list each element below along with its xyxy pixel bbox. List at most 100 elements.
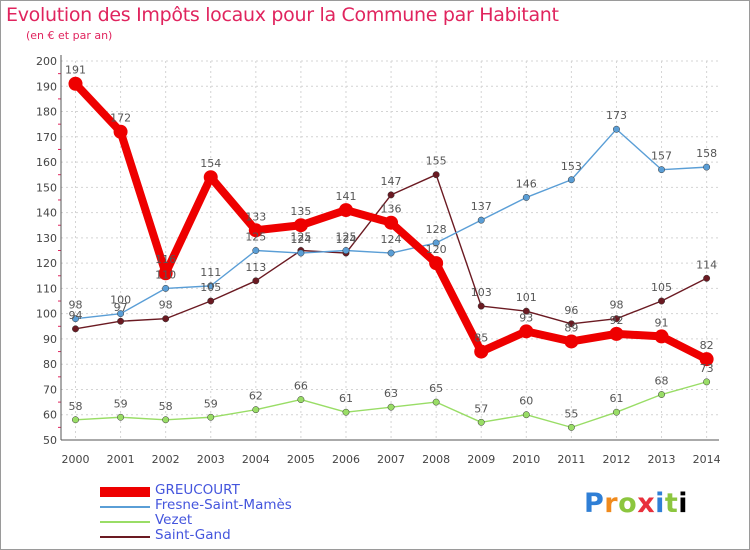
data-label-greucourt: 133: [245, 210, 266, 223]
legend-label-fresne: Fresne-Saint-Mamès: [155, 497, 292, 513]
data-label-greucourt: 135: [290, 205, 311, 218]
logo-letter: r: [604, 488, 619, 519]
y-tick-label: 140: [36, 207, 57, 220]
data-point-saint-gand: [387, 191, 395, 199]
data-point-greucourt: [519, 324, 534, 339]
legend-swatch-fresne: [100, 506, 150, 508]
data-point-vezet: [207, 413, 215, 421]
data-label-vezet: 62: [249, 390, 263, 403]
data-point-fresne-saint-mam-s: [703, 163, 711, 171]
y-tick-label: 130: [36, 232, 57, 245]
data-label-vezet: 58: [69, 400, 83, 413]
data-point-greucourt: [474, 344, 489, 359]
data-point-fresne-saint-mam-s: [162, 284, 170, 292]
data-label-vezet: 57: [474, 402, 488, 415]
data-point-saint-gand: [72, 325, 79, 333]
legend-swatch-saint-gand: [100, 536, 150, 538]
data-point-saint-gand: [613, 315, 620, 323]
data-point-vezet: [477, 418, 485, 426]
data-point-fresne-saint-mam-s: [432, 239, 440, 247]
data-label-fresne-saint-mam-s: 173: [606, 109, 627, 122]
data-point-greucourt: [248, 223, 263, 238]
data-point-vezet: [72, 416, 79, 424]
chart-title: Evolution des Impôts locaux pour la Comm…: [6, 4, 559, 26]
data-point-greucourt: [158, 266, 173, 281]
data-label-vezet: 63: [384, 387, 398, 400]
data-point-fresne-saint-mam-s: [658, 166, 665, 174]
data-label-saint-gand: 113: [245, 261, 266, 274]
data-point-vezet: [658, 391, 665, 398]
y-tick-label: 110: [36, 282, 57, 295]
x-tick-label: 2011: [557, 453, 585, 466]
data-label-greucourt: 136: [381, 203, 402, 216]
x-tick-label: 2012: [602, 453, 630, 466]
data-label-saint-gand: 101: [516, 291, 537, 304]
data-label-greucourt: 92: [609, 314, 623, 327]
y-tick-label: 70: [43, 383, 57, 396]
data-label-vezet: 68: [655, 375, 669, 388]
y-tick-label: 100: [36, 308, 57, 321]
y-tick-label: 50: [43, 434, 57, 447]
y-tick-label: 150: [36, 181, 57, 194]
data-label-vezet: 66: [294, 380, 308, 393]
y-tick-label: 90: [43, 333, 57, 346]
data-label-greucourt: 154: [200, 157, 221, 170]
x-tick-label: 2006: [332, 453, 360, 466]
data-label-saint-gand: 96: [564, 304, 578, 317]
data-label-fresne-saint-mam-s: 146: [516, 177, 537, 190]
data-label-vezet: 65: [429, 382, 443, 395]
data-point-vezet: [567, 423, 575, 431]
logo-letter: P: [584, 488, 605, 519]
data-label-greucourt: 141: [335, 190, 356, 203]
data-label-vezet: 59: [114, 397, 128, 410]
data-label-vezet: 60: [519, 395, 533, 408]
data-point-vezet: [297, 396, 305, 404]
data-point-greucourt: [564, 334, 579, 349]
data-label-vezet: 73: [700, 362, 714, 375]
data-point-saint-gand: [522, 307, 530, 315]
data-label-fresne-saint-mam-s: 158: [696, 147, 717, 160]
data-point-saint-gand: [252, 277, 260, 285]
logo-letter: i: [655, 488, 665, 519]
chart-subtitle: (en € et par an): [26, 29, 113, 42]
data-label-greucourt: 89: [564, 321, 578, 334]
legend-label-greucourt: GREUCOURT: [155, 482, 240, 498]
data-point-saint-gand: [207, 297, 215, 305]
data-point-vezet: [162, 416, 170, 424]
x-tick-label: 2014: [693, 453, 721, 466]
data-point-fresne-saint-mam-s: [613, 125, 620, 133]
data-label-fresne-saint-mam-s: 100: [110, 294, 131, 307]
data-point-greucourt: [654, 329, 669, 344]
data-label-greucourt: 82: [700, 339, 714, 352]
data-point-fresne-saint-mam-s: [297, 249, 305, 257]
proxiti-logo: Proxiti: [584, 488, 688, 519]
data-point-fresne-saint-mam-s: [252, 247, 260, 254]
data-label-greucourt: 93: [519, 311, 533, 324]
data-point-saint-gand: [703, 274, 711, 282]
data-label-saint-gand: 98: [159, 299, 173, 312]
x-tick-label: 2008: [422, 453, 450, 466]
data-point-fresne-saint-mam-s: [477, 216, 485, 224]
data-point-greucourt: [68, 76, 83, 91]
data-point-vezet: [342, 408, 350, 416]
data-label-saint-gand: 97: [114, 301, 128, 314]
data-label-saint-gand: 155: [426, 155, 447, 168]
y-tick-label: 180: [36, 106, 57, 119]
x-tick-label: 2010: [512, 453, 540, 466]
data-label-fresne-saint-mam-s: 124: [290, 233, 311, 246]
data-point-greucourt: [699, 352, 714, 367]
data-point-saint-gand: [567, 320, 575, 328]
data-point-saint-gand: [432, 171, 440, 179]
legend-swatch-vezet: [100, 521, 150, 523]
data-label-greucourt: 116: [155, 253, 176, 266]
data-label-vezet: 61: [609, 392, 623, 405]
data-point-fresne-saint-mam-s: [72, 315, 79, 323]
data-label-saint-gand: 114: [696, 258, 717, 271]
data-label-saint-gand: 125: [290, 231, 311, 244]
data-label-greucourt: 85: [474, 332, 488, 345]
data-point-vezet: [522, 411, 530, 419]
data-label-vezet: 55: [564, 407, 578, 420]
data-label-saint-gand: 105: [651, 281, 672, 294]
